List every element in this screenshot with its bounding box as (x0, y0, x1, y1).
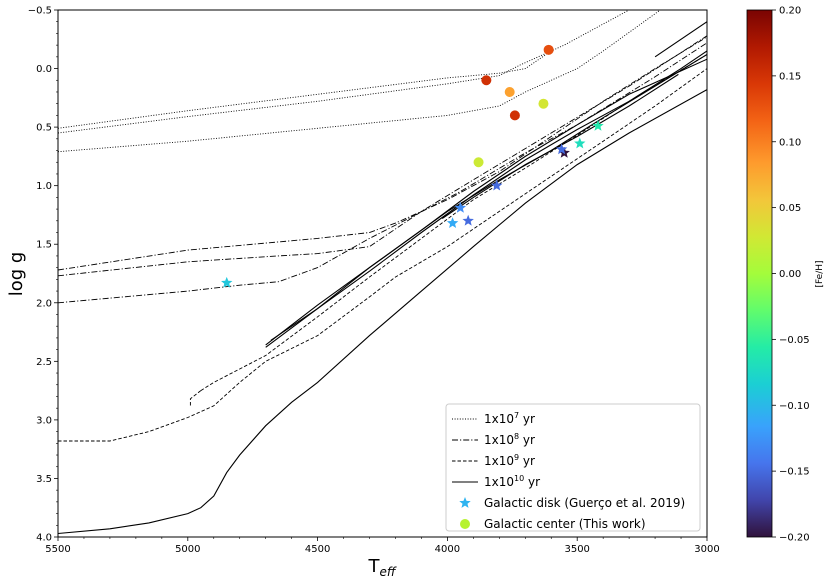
y-tick-label: −0.5 (28, 6, 52, 17)
isochrone-2-segment-2 (189, 390, 202, 406)
isochrone-1-segment-1 (58, 35, 707, 277)
y-tick-label: 4.0 (36, 533, 52, 544)
legend-circle-marker (460, 519, 470, 529)
x-tick-label: 4500 (305, 544, 330, 555)
x-tick-label: 5000 (175, 544, 200, 555)
disk-star-point-8 (592, 119, 604, 131)
isochrone-3-segment-3 (270, 54, 707, 341)
x-axis-ticks: 5500 5000 4500 4000 3500 3000 (45, 537, 720, 555)
isochrone-2-segment-0 (58, 68, 707, 442)
y-tick-label: 3.0 (36, 415, 52, 426)
legend-label-isochrone-2: 1x109 yr (484, 453, 535, 468)
y-axis-ticks: −0.5 0.0 0.5 1.0 1.5 2.0 2.5 3.0 3.5 4.0 (28, 6, 58, 544)
x-axis-label: Teff (367, 556, 396, 579)
y-tick-label: 1.0 (36, 181, 52, 192)
x-tick-label: 5500 (45, 544, 70, 555)
legend: 1x107 yr 1x108 yr 1x109 yr 1x1010 yr Galacti… (445, 403, 701, 532)
x-tick-label: 3500 (564, 544, 589, 555)
isochrone-3-segment-4 (441, 73, 679, 219)
colorbar: 0.20 0.15 0.10 0.05 0.00 −0.05 −0.10 −0.15 −0.20… (746, 6, 825, 544)
legend-label-series-1: Galactic center (This work) (484, 517, 646, 531)
disk-star-point-4 (491, 179, 503, 191)
legend-box (445, 403, 701, 532)
colorbar-tick-label: −0.20 (779, 533, 810, 544)
isochrone-1-segment-2 (58, 42, 707, 304)
colorbar-tick-label: 0.10 (779, 137, 801, 148)
colorbar-tick-label: −0.05 (779, 335, 810, 346)
y-tick-label: 2.0 (36, 298, 52, 309)
isochrone-0-segment-1 (58, 10, 630, 134)
center-circle-point-5 (473, 157, 484, 168)
legend-label-isochrone-3: 1x1010 yr (484, 474, 540, 489)
colorbar-tick-label: 0.15 (779, 71, 801, 82)
colorbar-tick-label: 0.20 (779, 6, 801, 17)
x-tick-label: 4000 (435, 544, 460, 555)
y-tick-label: 0.0 (36, 64, 52, 75)
center-circle-point-2 (504, 86, 515, 97)
data-points (221, 44, 604, 288)
disk-star-point-3 (462, 214, 474, 226)
isochrone-curves (58, 10, 707, 535)
center-circle-point-0 (543, 44, 554, 55)
center-circle-point-4 (509, 110, 520, 121)
isochrone-0-segment-0 (58, 50, 552, 129)
colorbar-tick-label: −0.10 (779, 401, 810, 412)
isochrone-3-segment-2 (265, 58, 707, 346)
isochrone-0-segment-2 (58, 10, 661, 153)
y-tick-label: 1.5 (36, 240, 52, 251)
y-tick-label: 2.5 (36, 357, 52, 368)
legend-star-marker (459, 497, 471, 508)
plot-frame (57, 9, 708, 538)
colorbar-label: [Fe/H] (815, 260, 825, 287)
center-circle-point-1 (481, 75, 492, 86)
center-circle-point-3 (538, 98, 549, 109)
x-tick-label: 3000 (694, 544, 719, 555)
y-tick-label: 3.5 (36, 474, 52, 485)
disk-star-point-0 (221, 276, 233, 288)
disk-star-point-7 (574, 137, 586, 149)
legend-label-isochrone-0: 1x107 yr (484, 411, 535, 426)
isochrone-3-segment-1 (265, 50, 707, 348)
disk-star-point-6 (555, 143, 568, 155)
isochrone-1-segment-0 (58, 36, 707, 271)
legend-label-series-0: Galactic disk (Guerço et al. 2019) (484, 496, 685, 510)
colorbar-tick-label: 0.00 (779, 269, 801, 280)
colorbar-tick-label: −0.15 (779, 467, 810, 478)
disk-star-point-2 (454, 201, 467, 213)
colorbar-tick-label: 0.05 (779, 203, 801, 214)
y-tick-label: 0.5 (36, 123, 52, 134)
isochrone-3-segment-0 (58, 89, 707, 535)
legend-label-isochrone-1: 1x108 yr (484, 432, 535, 447)
disk-star-point-1 (446, 217, 459, 228)
isochrone-3-segment-5 (654, 21, 707, 58)
y-axis-label: log g (6, 252, 27, 297)
colorbar-gradient (746, 9, 773, 538)
